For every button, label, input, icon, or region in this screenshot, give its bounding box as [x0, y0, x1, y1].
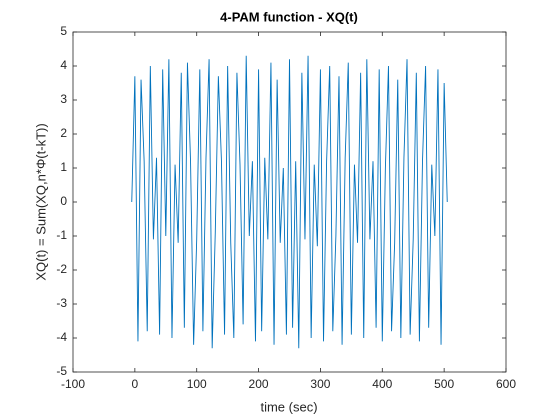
y-tick-label: -3 — [56, 296, 67, 310]
x-tick-label: 500 — [434, 377, 454, 391]
y-tick-label: 2 — [60, 126, 67, 140]
x-tick-label: 600 — [496, 377, 516, 391]
y-tick-label: 3 — [60, 92, 67, 106]
y-tick-label: -4 — [56, 330, 67, 344]
y-tick-label: 4 — [60, 58, 67, 72]
x-tick-label: -100 — [61, 377, 85, 391]
y-tick-label: -5 — [56, 364, 67, 378]
y-tick-label: -2 — [56, 262, 67, 276]
x-axis-label: time (sec) — [260, 399, 317, 414]
y-tick-label: -1 — [56, 228, 67, 242]
y-tick-label: 0 — [60, 194, 67, 208]
x-tick-label: 200 — [249, 377, 269, 391]
y-tick-label: 5 — [60, 24, 67, 38]
y-axis-label: XQ(t) = Sum(XQ,n*Φ(t-kT)) — [33, 123, 48, 280]
x-tick-label: 400 — [372, 377, 392, 391]
x-tick-label: 0 — [132, 377, 139, 391]
x-tick-label: 300 — [310, 377, 330, 391]
y-tick-label: 1 — [60, 160, 67, 174]
x-tick-label: 100 — [187, 377, 207, 391]
chart-title: 4-PAM function - XQ(t) — [220, 9, 358, 24]
data-line — [131, 55, 448, 349]
